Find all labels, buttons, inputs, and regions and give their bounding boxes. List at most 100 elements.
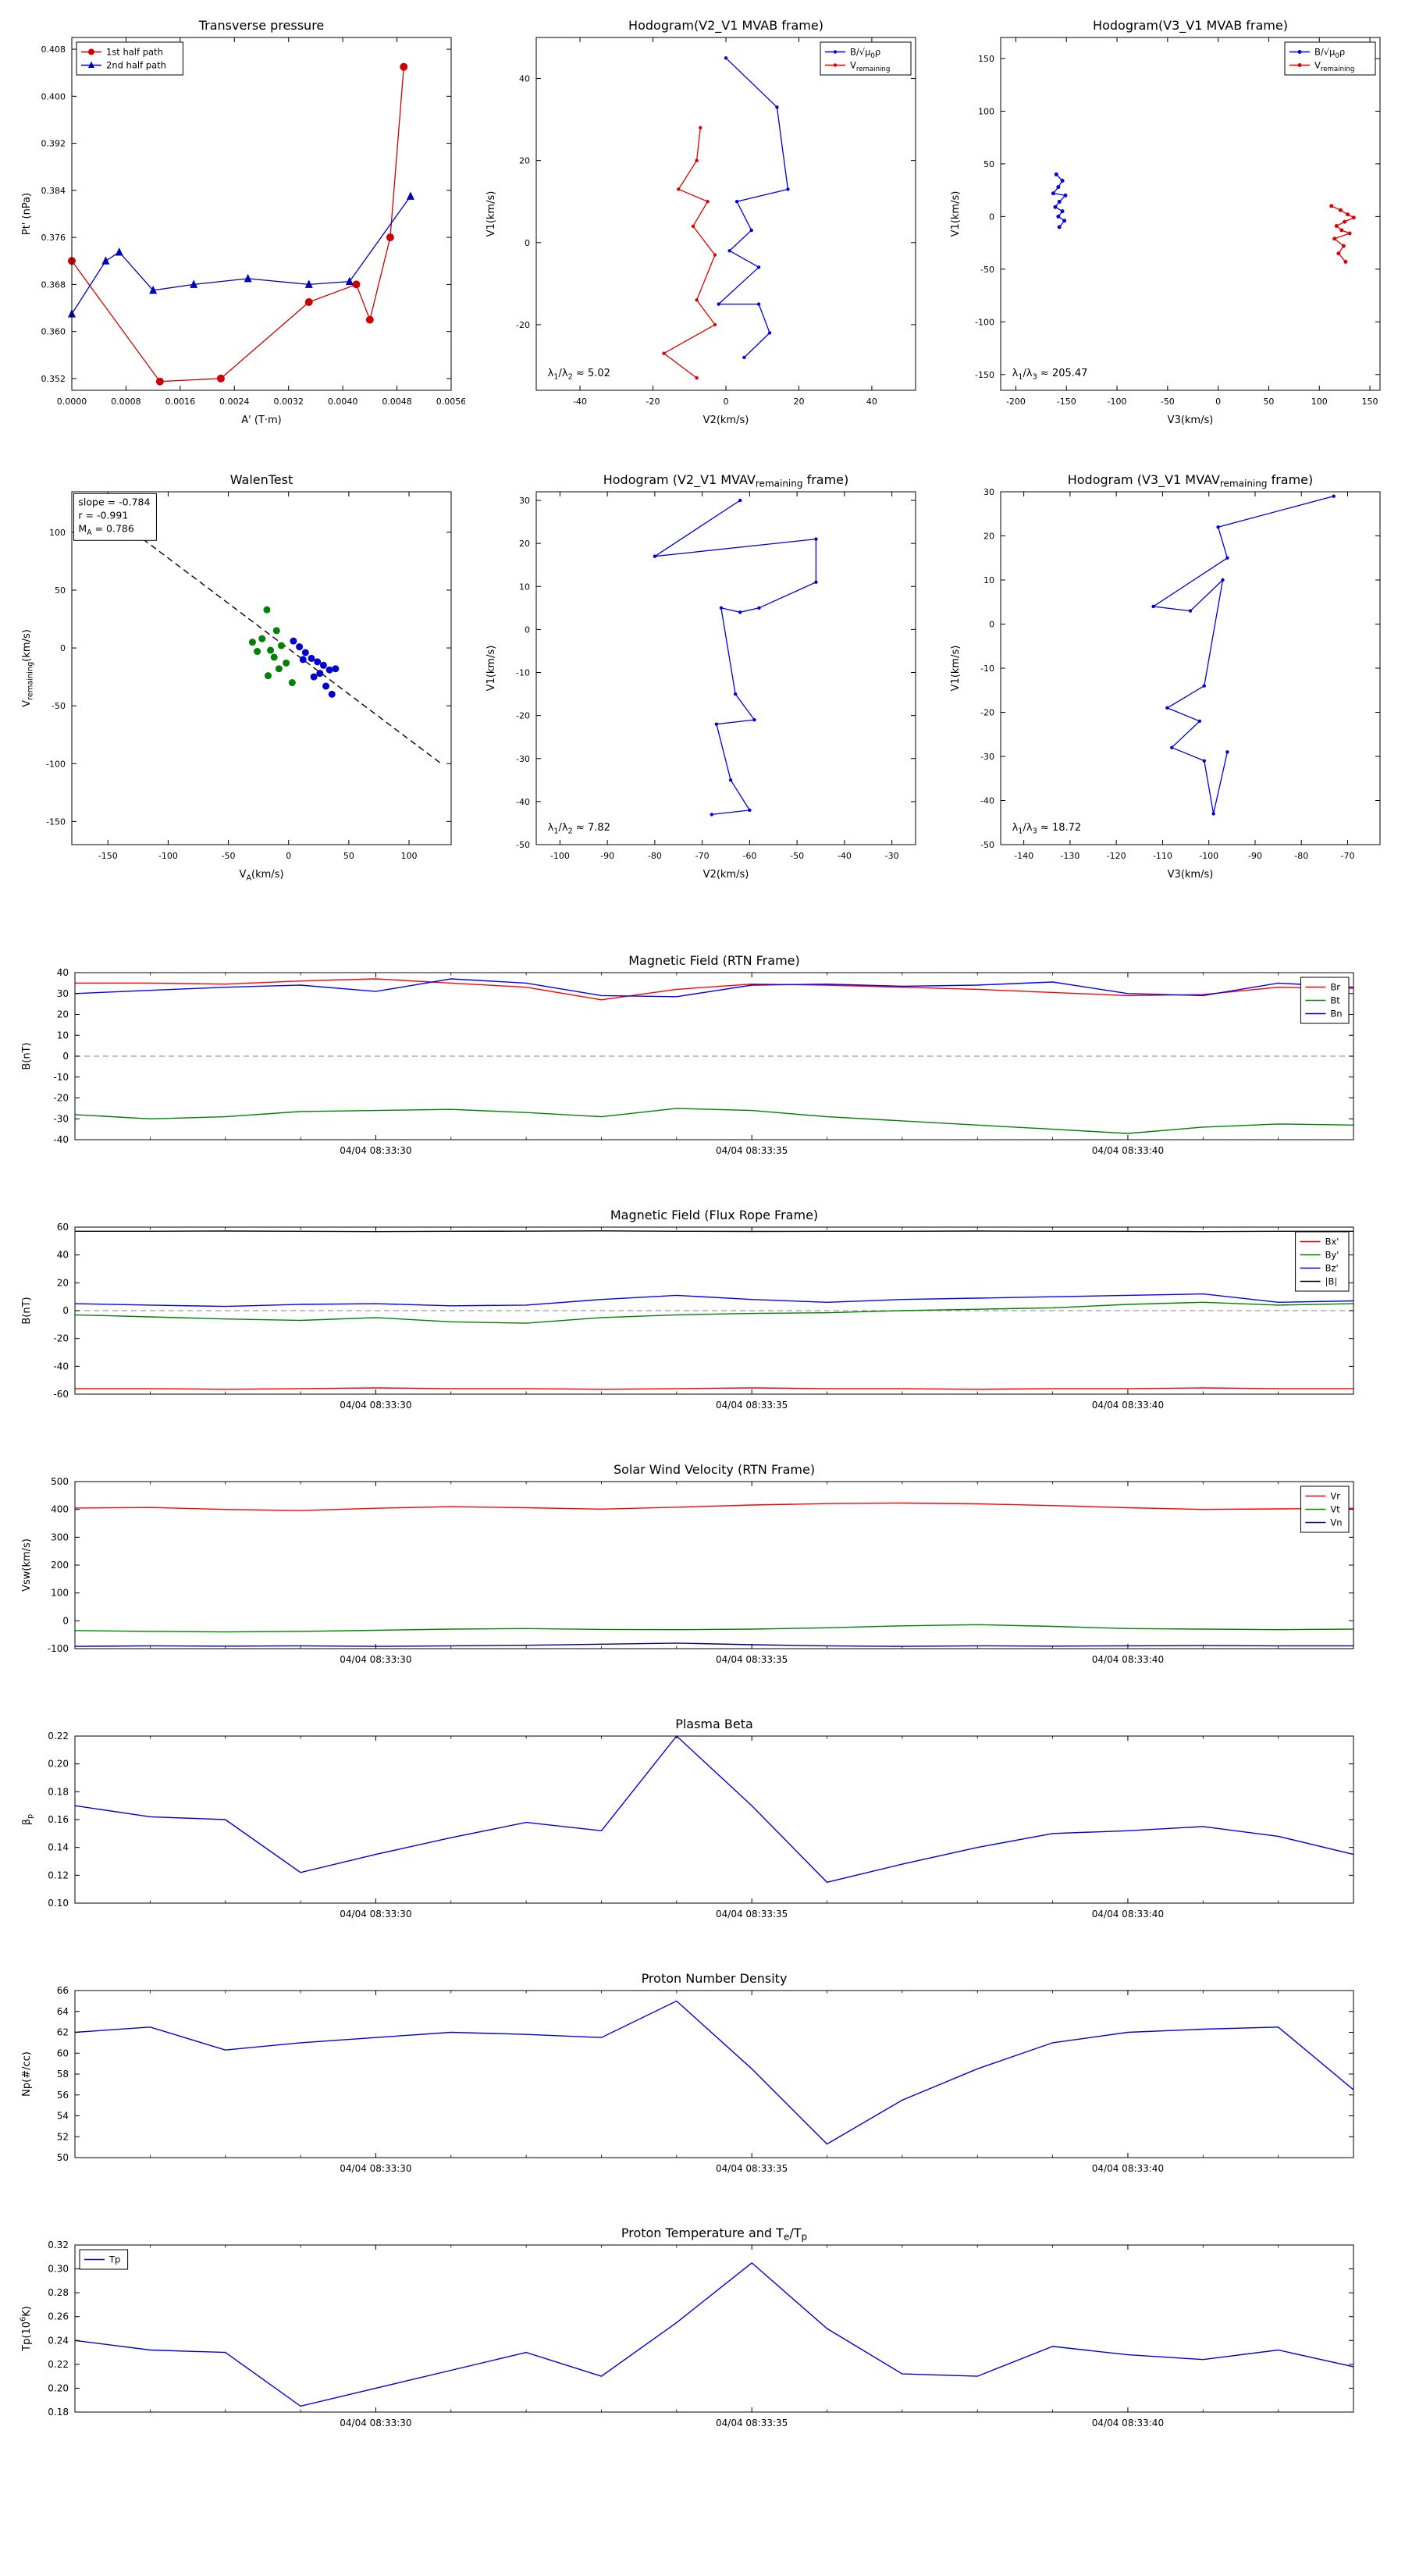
chart-canvas-beta: 04/04 08:33:30 04/04 08:33:35 04/04 08:33:…	[21, 1717, 1354, 1920]
y-tick-label: -10	[980, 664, 994, 674]
x-tick-label: -130	[1060, 851, 1080, 861]
y-tick-label: 50	[57, 2152, 69, 2163]
plot-background	[75, 1482, 1353, 1649]
y-tick-label: 10	[519, 582, 530, 592]
y-tick-label: 0.368	[41, 279, 66, 290]
y-tick-label: 40	[57, 967, 69, 978]
axes-frame	[74, 1990, 1354, 2158]
marker	[767, 331, 772, 335]
series-vn	[74, 1642, 1353, 1647]
series-bt	[74, 1108, 1354, 1134]
y-tick-label: 0	[62, 1051, 69, 1062]
x-tick-label: 100	[401, 851, 418, 861]
y-tick-label: 20	[984, 532, 994, 542]
marker	[248, 639, 256, 646]
y-tick-label: 64	[57, 2006, 69, 2017]
y-tick-label: 0.376	[41, 233, 66, 243]
marker	[710, 813, 713, 817]
chart-magnetic-field-flux-rope: 04/04 08:33:30 04/04 08:33:35 04/04 08:33:…	[8, 1201, 1397, 1429]
marker	[713, 322, 717, 327]
y-tick-label: 0	[989, 620, 994, 630]
marker	[717, 302, 720, 306]
marker	[1170, 745, 1174, 749]
legend-label: Vt	[1330, 1504, 1340, 1515]
legend-label: Tp	[108, 2254, 120, 2265]
y-tick-label: 10	[57, 1030, 69, 1041]
marker	[332, 665, 340, 673]
chart-walen-test: -150 -100 -50 0 50 100 -150 -100 -50 0 50 100 WalenT…	[11, 464, 465, 890]
x-tick-label: 0	[724, 397, 729, 407]
x-tick-label: 04/04 08:33:30	[340, 1400, 411, 1411]
marker	[216, 374, 225, 382]
y-tick-label: -100	[46, 759, 66, 769]
y-tick-label: 200	[51, 1560, 69, 1571]
marker	[400, 62, 408, 71]
x-tick-label: 04/04 08:33:35	[716, 2418, 788, 2428]
series-1st-half-path	[71, 66, 404, 382]
y-axis-label: Np(#/cc)	[21, 2051, 33, 2097]
marker	[263, 606, 271, 614]
axes-frame	[74, 972, 1354, 1140]
axes-frame	[74, 1226, 1354, 1395]
marker	[775, 105, 779, 109]
marker	[1341, 244, 1346, 248]
marker	[719, 606, 724, 610]
plot-background	[72, 492, 451, 845]
marker	[1225, 556, 1229, 560]
x-tick-label: 04/04 08:33:35	[716, 2163, 788, 2174]
x-tick-label: 04/04 08:33:40	[1092, 1909, 1164, 1920]
x-tick-label: 04/04 08:33:30	[340, 2418, 411, 2428]
marker	[728, 778, 733, 782]
legend-label: Bt	[1330, 995, 1340, 1006]
x-tick-label: 150	[1362, 397, 1378, 407]
marker	[290, 637, 297, 645]
marker	[1338, 208, 1343, 212]
y-tick-label: -40	[516, 797, 530, 807]
marker	[1054, 172, 1058, 176]
marker	[254, 648, 261, 656]
x-tick-label: 0.0024	[219, 397, 250, 407]
chart-hodogram-v2v1-mvav: -100 -90 -80 -70 -60 -50 -40 -30 -50 -40 -30 -20 -10…	[475, 464, 930, 890]
series-fit-line	[86, 496, 443, 766]
marker	[1063, 193, 1068, 197]
chart-canvas-mag-rtn: 04/04 08:33:30 04/04 08:33:35 04/04 08:33:…	[21, 953, 1354, 1156]
y-tick-label: 500	[51, 1476, 69, 1487]
marker	[748, 808, 752, 813]
x-tick-label: 0.0000	[57, 397, 87, 407]
y-tick-label: 150	[978, 54, 994, 64]
y-tick-label: 0.16	[48, 1814, 69, 1825]
y-tick-label: 66	[57, 1985, 69, 1996]
y-tick-label: 0.20	[48, 1759, 69, 1770]
marker	[1351, 215, 1356, 220]
y-tick-label: 30	[519, 496, 530, 506]
marker	[733, 692, 738, 696]
marker	[1221, 578, 1225, 582]
plot-background	[1001, 37, 1380, 390]
y-tick-label: 0.408	[41, 44, 66, 55]
series-by	[74, 1301, 1354, 1324]
y-tick-label: -40	[53, 1361, 69, 1372]
annotation-line: slope = -0.784	[78, 496, 150, 507]
x-tick-label: 04/04 08:33:40	[1092, 2163, 1164, 2174]
y-tick-label: -150	[46, 817, 66, 827]
marker	[738, 498, 742, 503]
x-tick-label: -150	[1057, 397, 1076, 407]
marker	[1060, 209, 1065, 214]
series-beta	[74, 1735, 1354, 1884]
marker	[386, 233, 394, 242]
y-tick-label: 50	[984, 159, 994, 169]
chart-canvas-np: 04/04 08:33:30 04/04 08:33:35 04/04 08:33:…	[21, 1971, 1354, 2174]
legend: Bx' By' Bz' |B|	[1295, 1231, 1350, 1292]
marker	[1062, 219, 1067, 223]
y-tick-label: -30	[53, 1113, 69, 1124]
marker	[155, 377, 164, 386]
plot-background	[75, 1736, 1353, 1903]
y-tick-label: 300	[51, 1532, 69, 1542]
marker	[1165, 706, 1169, 710]
axes-frame	[74, 2244, 1354, 2413]
x-tick-label: -70	[1341, 851, 1355, 861]
y-tick-label: 40	[57, 1250, 69, 1261]
y-tick-label: 400	[51, 1504, 69, 1515]
axes-frame	[74, 1481, 1354, 1649]
marker	[1343, 259, 1348, 264]
